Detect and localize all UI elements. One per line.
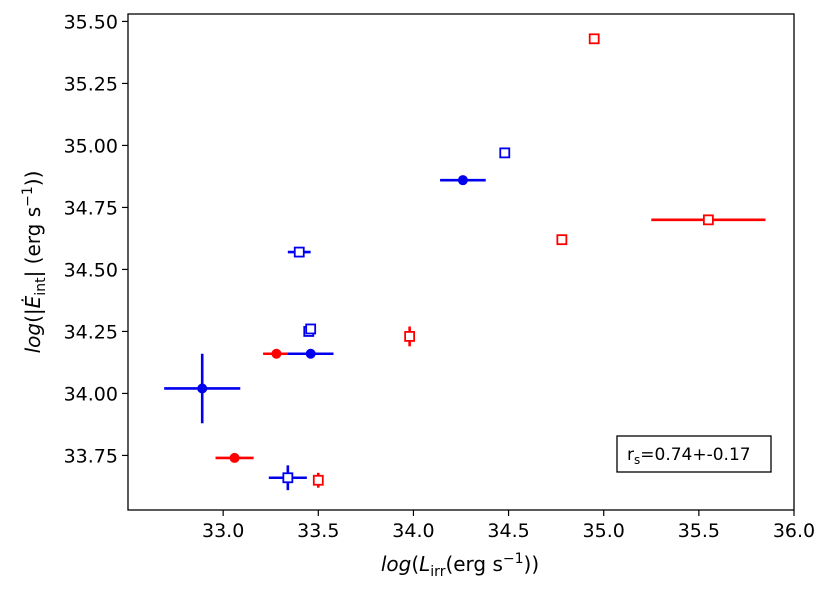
y-tick-label: 33.75 (64, 445, 118, 467)
data-point (215, 452, 254, 463)
y-tick-label: 35.50 (64, 11, 118, 33)
square-marker (293, 246, 305, 258)
data-point (287, 246, 311, 258)
square-marker (312, 474, 324, 486)
data-point (499, 147, 511, 159)
data-point (440, 175, 486, 186)
data-point (404, 326, 416, 347)
square-marker (499, 147, 511, 159)
square-marker (282, 472, 294, 484)
y-tick-label: 34.50 (64, 259, 118, 281)
circle-marker (271, 348, 282, 359)
circle-marker (457, 175, 468, 186)
x-axis-label: log(Lirr(erg s−1)) (381, 551, 539, 580)
annotation-box (616, 435, 772, 473)
plot-marks (164, 33, 766, 491)
x-tick-label: 36.0 (773, 520, 815, 542)
data-point (287, 348, 334, 359)
circle-marker (229, 452, 240, 463)
circle-marker (197, 383, 208, 394)
x-tick-label: 35.0 (583, 520, 625, 542)
annotation-text: rs=0.74+-0.17 (627, 445, 751, 467)
square-marker (702, 214, 714, 226)
y-tick-label: 34.75 (64, 197, 118, 219)
x-tick-label: 34.0 (392, 520, 434, 542)
x-tick-label: 33.0 (202, 520, 244, 542)
x-axis: 33.0 33.5 34.0 34.5 35.0 35.5 36.0 (202, 510, 815, 542)
square-marker (556, 234, 568, 246)
data-point (268, 465, 307, 491)
x-tick-label: 34.5 (487, 520, 529, 542)
data-point (651, 214, 766, 226)
square-marker (305, 323, 317, 335)
square-marker (588, 33, 600, 45)
data-point (164, 353, 241, 424)
y-tick-label: 34.00 (64, 383, 118, 405)
data-point (556, 234, 568, 246)
x-tick-label: 35.5 (678, 520, 720, 542)
plot-frame (127, 13, 795, 511)
y-tick-label: 35.00 (64, 135, 118, 157)
circle-marker (305, 348, 316, 359)
y-tick-label: 34.25 (64, 321, 118, 343)
data-point (263, 348, 290, 359)
y-tick-label: 35.25 (64, 73, 118, 95)
square-marker (404, 330, 416, 342)
data-point (305, 323, 317, 335)
data-point (312, 472, 324, 488)
y-axis: 33.75 34.00 34.25 34.50 34.75 35.00 35.25 35.50 (64, 11, 128, 467)
y-axis-label: log(|Ėint| (erg s−1)) (20, 171, 49, 354)
data-point (588, 33, 600, 45)
correlation-annotation: rs=0.74+-0.17 (616, 435, 772, 473)
x-tick-label: 33.5 (297, 520, 339, 542)
